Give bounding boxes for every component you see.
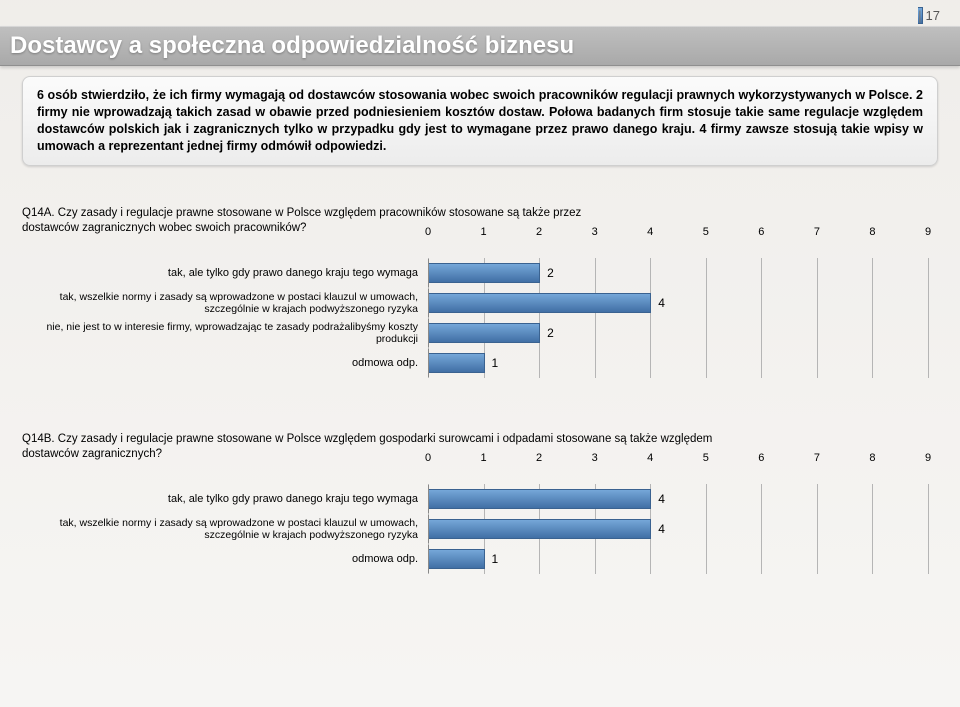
axis-tick-label: 5 — [703, 452, 709, 464]
axis-tick-label: 5 — [703, 226, 709, 238]
axis-tick-label: 6 — [758, 226, 764, 238]
chart-b: 0123456789 tak, ale tylko gdy prawo daneg… — [22, 466, 938, 574]
chart-bar-row: tak, ale tylko gdy prawo danego kraju te… — [22, 258, 938, 288]
chart-axis: 0123456789 — [22, 240, 938, 258]
chart-bar-row: tak, wszelkie normy i zasady są wprowadz… — [22, 514, 938, 544]
chart-bar-value: 1 — [492, 356, 499, 370]
chart-b-section: Q14B. Czy zasady i regulacje prawne stos… — [22, 432, 938, 574]
chart-axis: 0123456789 — [22, 466, 938, 484]
axis-tick-label: 0 — [425, 226, 431, 238]
chart-bar: 1 — [429, 549, 485, 569]
chart-bar-value: 2 — [547, 266, 554, 280]
chart-plot-area: tak, ale tylko gdy prawo danego kraju te… — [22, 484, 938, 574]
chart-bar-row: nie, nie jest to w interesie firmy, wpro… — [22, 318, 938, 348]
title-band: Dostawcy a społeczna odpowiedzialność bi… — [0, 26, 960, 66]
chart-bar-row: tak, ale tylko gdy prawo danego kraju te… — [22, 484, 938, 514]
chart-a: 0123456789 tak, ale tylko gdy prawo daneg… — [22, 240, 938, 378]
chart-a-question: Q14A. Czy zasady i regulacje prawne stos… — [22, 206, 612, 236]
chart-bar: 2 — [429, 323, 540, 343]
chart-bar: 1 — [429, 353, 485, 373]
chart-bar-value: 1 — [492, 552, 499, 566]
chart-bar-row: odmowa odp.1 — [22, 348, 938, 378]
chart-bar: 4 — [429, 489, 651, 509]
chart-bar-label: odmowa odp. — [22, 357, 428, 370]
axis-tick-label: 6 — [758, 452, 764, 464]
axis-tick-label: 9 — [925, 226, 931, 238]
chart-bar-label: tak, wszelkie normy i zasady są wprowadz… — [22, 517, 428, 541]
axis-tick-label: 3 — [592, 226, 598, 238]
chart-bar: 2 — [429, 263, 540, 283]
axis-tick-label: 8 — [869, 452, 875, 464]
chart-a-section: Q14A. Czy zasady i regulacje prawne stos… — [22, 206, 938, 378]
chart-bar-value: 4 — [658, 522, 665, 536]
chart-bar-label: tak, ale tylko gdy prawo danego kraju te… — [22, 267, 428, 280]
chart-bar-label: nie, nie jest to w interesie firmy, wpro… — [22, 321, 428, 345]
axis-tick-label: 1 — [480, 226, 486, 238]
page-number: |17 — [918, 8, 940, 23]
axis-tick-label: 3 — [592, 452, 598, 464]
axis-tick-label: 9 — [925, 452, 931, 464]
chart-bar-label: tak, ale tylko gdy prawo danego kraju te… — [22, 493, 428, 506]
axis-tick-label: 4 — [647, 452, 653, 464]
axis-tick-label: 7 — [814, 226, 820, 238]
axis-tick-label: 4 — [647, 226, 653, 238]
axis-tick-label: 1 — [480, 452, 486, 464]
chart-bar-value: 4 — [658, 296, 665, 310]
chart-bar: 4 — [429, 519, 651, 539]
chart-bar-row: tak, wszelkie normy i zasady są wprowadz… — [22, 288, 938, 318]
axis-tick-label: 2 — [536, 226, 542, 238]
chart-bar-label: odmowa odp. — [22, 553, 428, 566]
chart-plot-area: tak, ale tylko gdy prawo danego kraju te… — [22, 258, 938, 378]
summary-box: 6 osób stwierdziło, że ich firmy wymagaj… — [22, 76, 938, 166]
chart-bar: 4 — [429, 293, 651, 313]
page-title: Dostawcy a społeczna odpowiedzialność bi… — [10, 32, 574, 60]
axis-tick-label: 0 — [425, 452, 431, 464]
chart-bar-value: 4 — [658, 492, 665, 506]
chart-bar-value: 2 — [547, 326, 554, 340]
chart-bar-label: tak, wszelkie normy i zasady są wprowadz… — [22, 291, 428, 315]
axis-tick-label: 7 — [814, 452, 820, 464]
axis-tick-label: 2 — [536, 452, 542, 464]
summary-text: 6 osób stwierdziło, że ich firmy wymagaj… — [37, 87, 923, 155]
axis-tick-label: 8 — [869, 226, 875, 238]
chart-bar-row: odmowa odp.1 — [22, 544, 938, 574]
